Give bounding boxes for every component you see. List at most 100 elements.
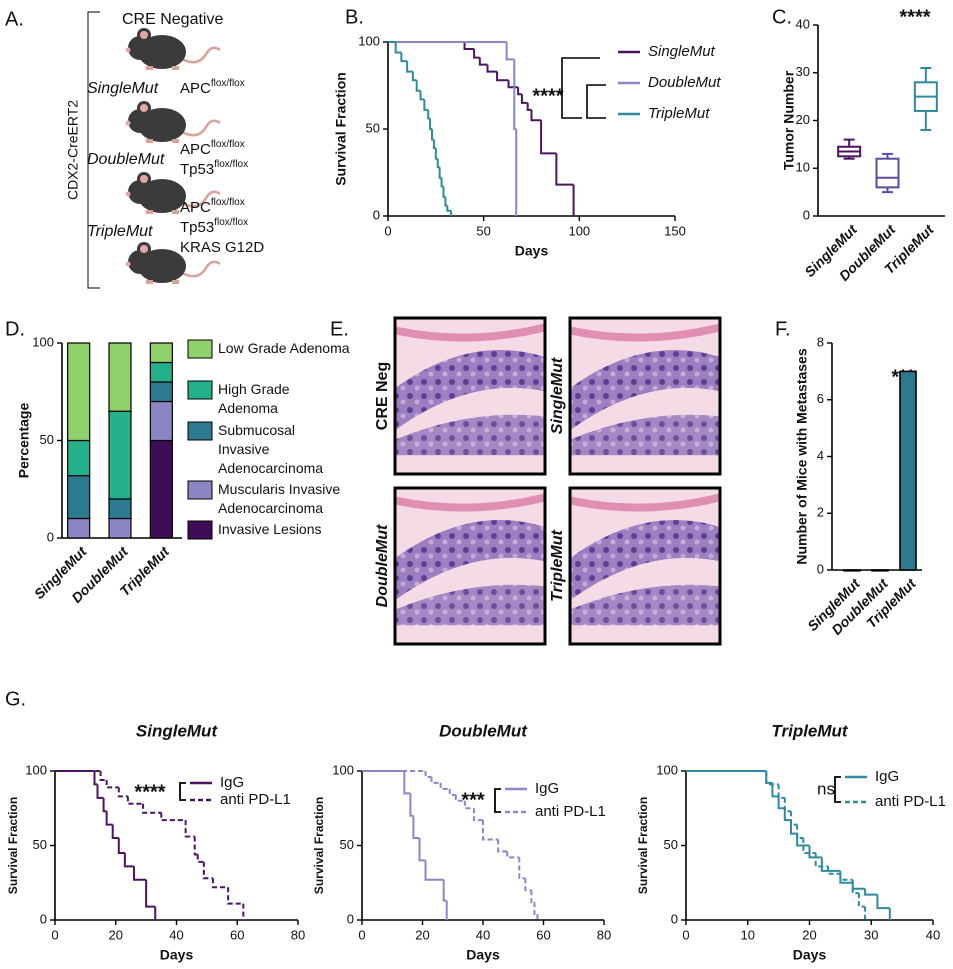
survival-step — [440, 177, 444, 188]
survival-step — [427, 109, 431, 120]
survival-step — [517, 87, 522, 96]
y-tick-label: 0 — [803, 207, 810, 222]
mouse-foot — [172, 280, 179, 284]
image-border — [393, 486, 547, 646]
survival-step — [513, 59, 517, 130]
y-axis-label: Survival Fraction — [312, 797, 326, 894]
y-tick-label: 50 — [340, 837, 354, 852]
box — [875, 157, 900, 189]
mouse-ear-inner — [140, 245, 148, 253]
survival-step — [771, 782, 779, 798]
y-tick-label: 100 — [358, 33, 380, 48]
x-tick-label: 30 — [864, 927, 878, 942]
panel-label: A. — [5, 8, 24, 30]
survival-step — [105, 811, 113, 826]
survival-step — [814, 852, 829, 868]
genotype: APCflox/flox — [180, 197, 245, 216]
survival-step — [442, 186, 446, 198]
survival-step — [533, 902, 538, 916]
legend-label: Invasive Lesions — [218, 521, 322, 537]
survival-step — [777, 796, 785, 810]
legend-entry: Invasive Lesions — [218, 521, 322, 537]
mouse-tail — [179, 46, 221, 64]
x-tick-label: 20 — [415, 927, 429, 942]
legend-label: anti PD-L1 — [220, 791, 291, 808]
survival-step — [418, 838, 426, 862]
significance: **** — [899, 6, 930, 28]
legend-label: Submucosal Invasive Adenocarcinoma — [218, 422, 324, 476]
y-axis-label: Survival Fraction — [333, 72, 349, 186]
image-label: CRE Neg — [374, 362, 391, 430]
x-axis-label: Days — [793, 947, 827, 963]
y-tick-label: 0 — [47, 529, 54, 544]
survival-step — [196, 854, 204, 863]
bar — [899, 370, 917, 571]
x-tick-label: 40 — [926, 927, 940, 942]
survival-step — [438, 167, 442, 179]
bar-segment — [108, 517, 132, 539]
image-border — [568, 316, 722, 476]
allele: flox/flox — [211, 197, 245, 208]
group-name: CRE Negative — [122, 11, 223, 28]
allele: flox/flox — [211, 139, 245, 150]
y-tick-label: 30 — [796, 64, 810, 79]
legend-swatch — [187, 480, 213, 500]
mouse-foot — [146, 66, 153, 70]
y-tick-label: 100 — [332, 762, 354, 777]
panel-label: F. — [775, 318, 791, 340]
y-tick-label: 50 — [33, 837, 47, 852]
tissue-muscle — [394, 323, 546, 342]
mouse-ear-inner — [140, 31, 148, 39]
significance: ns — [817, 779, 835, 798]
survival-step — [472, 808, 483, 822]
group-name: SingleMut — [87, 80, 159, 97]
survival-step — [145, 879, 156, 908]
survival-step — [518, 857, 526, 880]
genotype: APCflox/flox — [180, 78, 245, 97]
chart-title: DoubleMut — [439, 721, 528, 740]
survival-step — [444, 196, 448, 207]
y-tick-label: 20 — [796, 112, 810, 127]
legend-label: SingleMut — [648, 43, 716, 60]
survival-step — [839, 873, 853, 881]
y-tick-label: 50 — [366, 120, 380, 135]
legend-entry: Submucosal Invasive Adenocarcinoma — [218, 422, 324, 476]
mouse-icon — [125, 172, 221, 214]
survival-step — [497, 839, 508, 853]
legend-entry: Muscularis Invasive Adenocarcinoma — [218, 481, 340, 516]
survival-step — [394, 42, 402, 54]
legend-label: IgG — [220, 774, 244, 791]
y-tick-label: 4 — [817, 448, 824, 463]
mouse-nose — [125, 47, 131, 53]
mouse-foot — [172, 66, 179, 70]
survival-step — [123, 852, 134, 868]
legend-label: DoubleMut — [648, 74, 721, 91]
x-tick-label: 0 — [682, 927, 689, 942]
survival-step — [424, 771, 432, 778]
bar — [871, 569, 889, 572]
legend-label: anti PD-L1 — [535, 803, 606, 820]
survival-step — [496, 71, 509, 82]
mouse-ear-inner — [140, 104, 148, 112]
group-name: DoubleMut — [87, 151, 165, 168]
x-tick-label: 40 — [476, 927, 490, 942]
y-axis-label: Number of Mice with Metastases — [794, 348, 810, 564]
image-label: TripleMut — [549, 529, 566, 601]
survival-step — [93, 771, 98, 786]
y-tick-label: 2 — [817, 505, 824, 520]
y-tick-label: 100 — [656, 762, 678, 777]
allele: flox/flox — [211, 78, 245, 89]
panel-label: B. — [345, 6, 364, 28]
survival-step — [789, 820, 798, 835]
y-tick-label: 0 — [40, 911, 47, 926]
survival-step — [520, 94, 528, 104]
survival-step — [400, 52, 408, 63]
mouse-foot — [146, 139, 153, 143]
bracket — [87, 11, 100, 289]
survival-step — [419, 90, 425, 101]
survival-step — [117, 838, 125, 854]
survival-step — [857, 893, 866, 908]
mouse-nose — [125, 191, 131, 197]
bar-segment — [149, 400, 173, 442]
tissue-band — [395, 519, 545, 601]
